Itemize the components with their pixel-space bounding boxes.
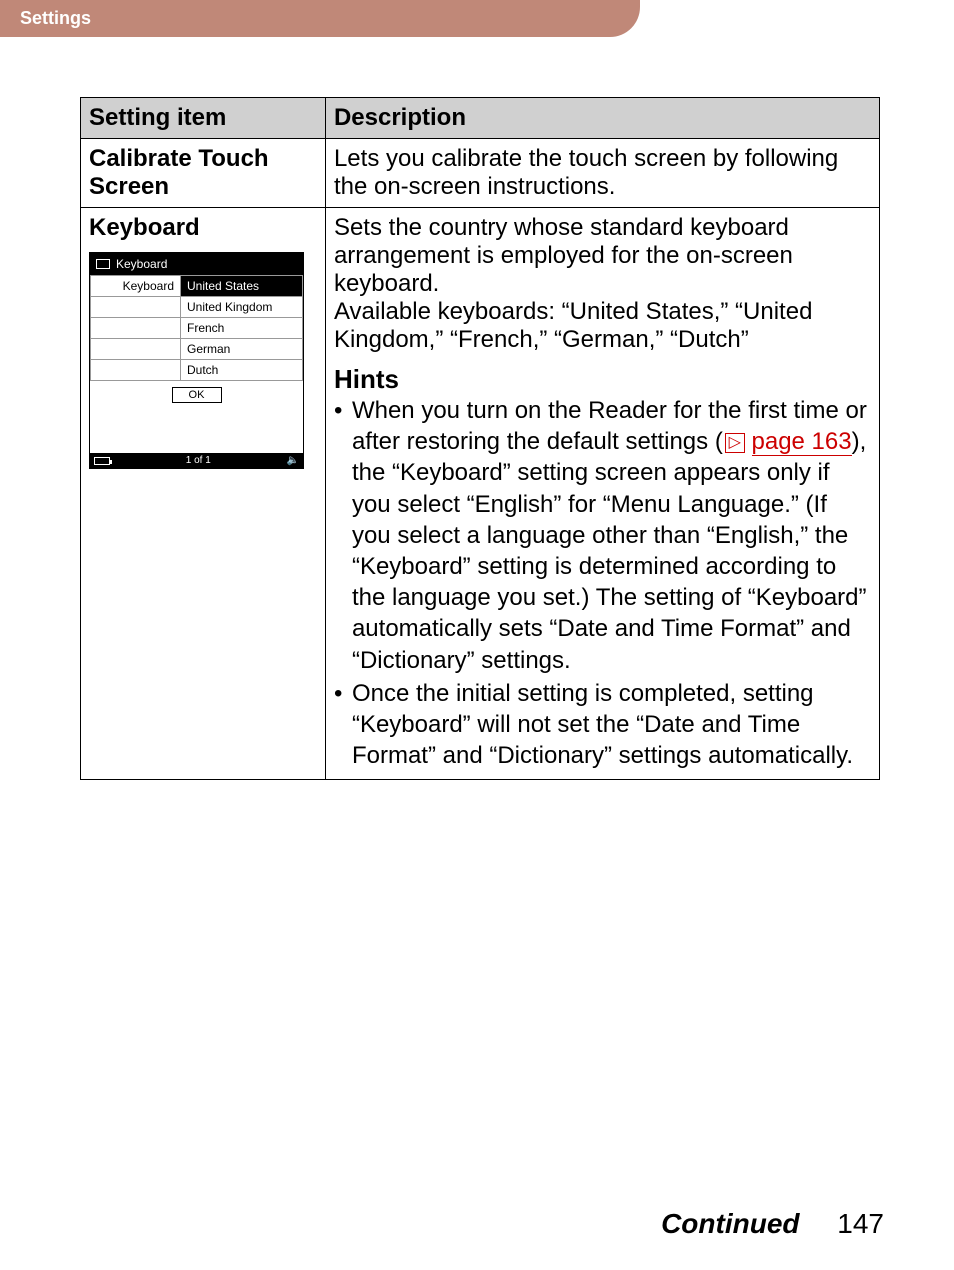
ok-button[interactable]: OK [172, 387, 222, 403]
setting-desc-keyboard-cell: Sets the country whose standard keyboard… [325, 208, 879, 780]
device-header: Keyboard [90, 253, 303, 275]
device-page-indicator: 1 of 1 [186, 455, 211, 466]
hint-item: Once the initial setting is completed, s… [334, 678, 871, 772]
device-option[interactable]: United States [181, 276, 303, 297]
column-header-description: Description [325, 98, 879, 139]
section-tab: Settings [0, 0, 640, 37]
setting-item-keyboard-cell: Keyboard Keyboard Keyboard United States… [81, 208, 326, 780]
battery-icon [94, 457, 110, 465]
settings-table: Setting item Description Calibrate Touch… [80, 97, 880, 780]
device-option[interactable]: Dutch [181, 360, 303, 381]
device-screenshot: Keyboard Keyboard United States United K… [89, 252, 304, 469]
hint-text-post: ), the “Keyboard” setting screen appears… [352, 428, 867, 673]
page-number: 147 [837, 1208, 884, 1239]
device-title: Keyboard [116, 257, 167, 271]
link-arrow-icon[interactable]: ▷ [725, 433, 745, 453]
table-row: Keyboard Keyboard Keyboard United States… [81, 208, 880, 780]
hint-text: Once the initial setting is completed, s… [352, 680, 853, 769]
speaker-icon: 🔈 [287, 455, 299, 466]
setting-desc-keyboard: Sets the country whose standard keyboard… [334, 214, 871, 354]
section-title: Settings [20, 8, 91, 28]
continued-label: Continued [661, 1208, 799, 1239]
hint-item: When you turn on the Reader for the firs… [334, 395, 871, 676]
hints-heading: Hints [334, 364, 871, 395]
device-option[interactable]: German [181, 339, 303, 360]
page-footer: Continued 147 [661, 1208, 884, 1240]
column-header-item: Setting item [81, 98, 326, 139]
setting-item-keyboard: Keyboard [89, 214, 317, 242]
device-field-label: Keyboard [91, 276, 181, 297]
hints-list: When you turn on the Reader for the firs… [334, 395, 871, 771]
page-link[interactable]: page 163 [752, 428, 852, 456]
device-option[interactable]: French [181, 318, 303, 339]
setting-item-calibrate: Calibrate Touch Screen [81, 139, 326, 208]
device-option[interactable]: United Kingdom [181, 297, 303, 318]
table-row: Calibrate Touch Screen Lets you calibrat… [81, 139, 880, 208]
back-icon [96, 259, 110, 269]
device-option-list: Keyboard United States United Kingdom Fr… [90, 275, 303, 381]
setting-desc-calibrate: Lets you calibrate the touch screen by f… [325, 139, 879, 208]
device-footer: 1 of 1 🔈 [90, 453, 303, 468]
